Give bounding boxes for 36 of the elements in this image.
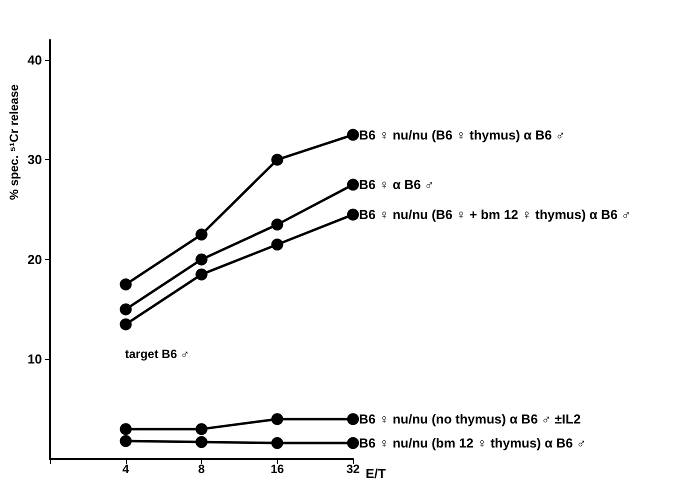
series-label: B6 ♀ nu/nu (B6 ♀ + bm 12 ♀ thymus) α B6 ♂ [359,207,632,222]
point [271,218,284,231]
point [271,154,284,166]
point [196,268,208,280]
point [271,238,284,251]
series-label: B6 ♀ α B6 ♂ [359,177,434,192]
y-tick-label: 20 [28,252,42,267]
point [347,178,359,191]
point [196,253,208,266]
x-axis-title: E/T [366,466,386,480]
series-label: B6 ♀ nu/nu (B6 ♀ thymus) α B6 ♂ [359,127,566,142]
point [347,413,359,426]
x-tick-label: 32 [346,462,360,476]
y-axis-title: % spec. ⁵¹Cr release [7,84,21,200]
annotation: target B6 ♂ [125,347,190,361]
point [347,208,359,221]
point [120,303,132,316]
y-tick-label: 40 [28,52,42,68]
point [271,413,284,426]
point [271,437,284,450]
y-tick-label: 30 [28,152,42,168]
point [120,318,132,330]
series-label: B6 ♀ nu/nu (bm 12 ♀ thymus) α B6 ♂ [359,436,586,451]
y-tick-label: 10 [28,352,42,367]
point [196,436,208,448]
point [347,128,359,141]
series-label: B6 ♀ nu/nu (no thymus) α B6 ♂ ±IL2 [359,412,581,427]
x-tick-label: 16 [270,462,284,476]
point [120,435,132,448]
x-tick-label: 4 [122,462,130,476]
point [347,437,359,450]
point [196,423,208,436]
point [196,228,208,241]
x-tick-label: 8 [198,462,206,476]
point [120,278,132,290]
point [120,423,132,436]
